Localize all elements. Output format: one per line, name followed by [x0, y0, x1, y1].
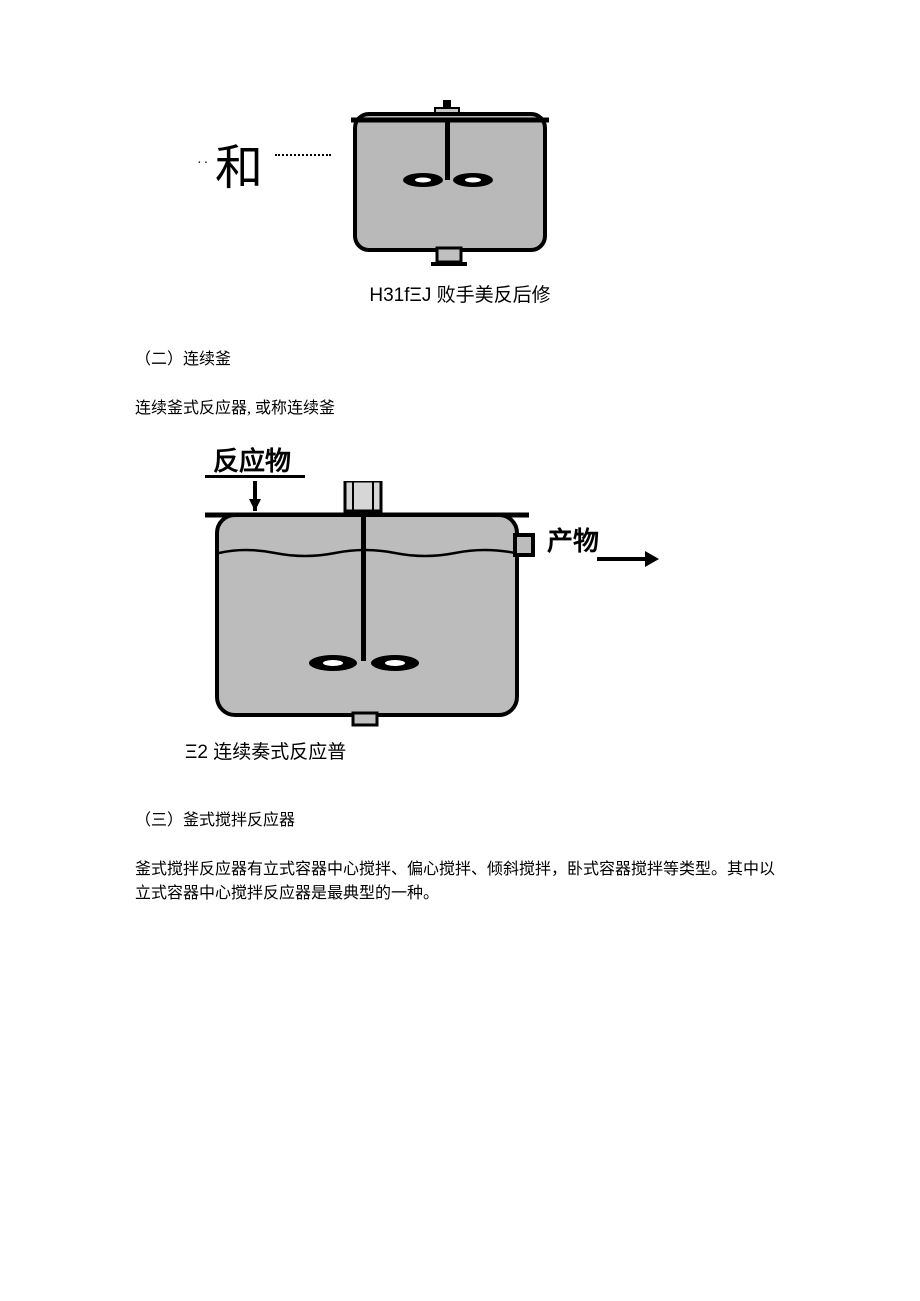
- document-page: ·· 和 H31fΞJ 败手美反后修 （二）连续釜 连: [0, 0, 920, 906]
- product-arrow-head-icon: [645, 551, 659, 567]
- product-arrow-line: [597, 557, 647, 561]
- figure-1: ·· 和: [135, 100, 785, 270]
- figure-2: 反应物 产物: [135, 441, 785, 731]
- reactor-1-svg: [345, 100, 555, 270]
- reactant-label: 反应物: [213, 441, 291, 478]
- section-2-paragraph: 连续釜式反应器, 或称连续釜: [135, 397, 785, 421]
- reactant-underline: [205, 475, 305, 478]
- figure-1-left-dots: ··: [197, 156, 210, 172]
- section-2-heading: （二）连续釜: [135, 345, 785, 369]
- section-3-heading: （三）釜式搅拌反应器: [135, 806, 785, 830]
- figure-1-side-label: 和: [215, 128, 263, 198]
- section-3-paragraph: 釜式搅拌反应器有立式容器中心搅拌、偏心搅拌、倾斜搅拌，卧式容器搅拌等类型。其中以…: [135, 858, 785, 906]
- figure-2-caption: Ξ2 连续奏式反应普: [185, 737, 785, 764]
- figure-1-lead-line: [275, 154, 331, 156]
- reactor-2-svg: [205, 481, 565, 731]
- figure-1-caption: H31fΞJ 败手美反后修: [135, 280, 785, 307]
